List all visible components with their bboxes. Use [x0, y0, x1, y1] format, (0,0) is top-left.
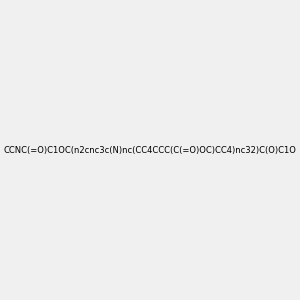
- Text: CCNC(=O)C1OC(n2cnc3c(N)nc(CC4CCC(C(=O)OC)CC4)nc32)C(O)C1O: CCNC(=O)C1OC(n2cnc3c(N)nc(CC4CCC(C(=O)OC…: [4, 146, 296, 154]
